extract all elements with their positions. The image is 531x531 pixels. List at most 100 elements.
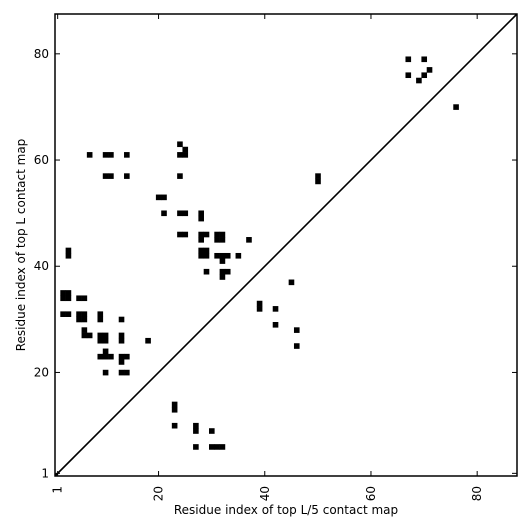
contact-cell	[421, 72, 428, 79]
x-axis-label: Residue index of top L/5 contact map	[174, 503, 398, 517]
contact-cell	[60, 295, 66, 302]
y-axis-ticks: 1 20 40 60 80	[34, 47, 517, 480]
y-tick-label: 1	[41, 466, 49, 480]
contact-cell	[124, 353, 130, 360]
contact-cell	[124, 173, 130, 179]
contact-cell	[182, 210, 189, 217]
contact-cell	[272, 322, 279, 328]
contact-cell	[214, 237, 220, 243]
contact-cell	[453, 104, 459, 110]
contact-cell	[86, 152, 93, 158]
contact-cell	[315, 173, 321, 179]
contact-cell	[108, 152, 114, 158]
contact-cell	[102, 353, 109, 360]
contact-cell	[203, 231, 210, 238]
y-tick-label: 60	[34, 153, 49, 167]
contact-cell	[60, 311, 66, 317]
contact-cell	[76, 316, 82, 323]
contact-cell	[421, 56, 428, 63]
contact-cell	[155, 194, 162, 201]
contact-cell	[124, 152, 130, 158]
contact-cell	[214, 444, 220, 450]
contact-cell	[81, 311, 88, 317]
contact-cell	[177, 210, 183, 217]
contact-cell	[177, 173, 183, 179]
contact-cell	[102, 173, 109, 179]
contact-cell	[288, 279, 295, 286]
contact-cell	[182, 231, 189, 238]
contact-cell	[219, 258, 226, 264]
contact-cell	[272, 306, 279, 312]
diagonal-line	[54, 13, 518, 477]
contact-cell	[102, 152, 109, 158]
contact-cell	[203, 252, 210, 259]
contact-cell	[256, 300, 263, 307]
contact-cell	[97, 337, 104, 344]
contact-cell	[193, 444, 199, 450]
x-tick-label: 20	[152, 486, 166, 501]
contact-cell	[219, 274, 226, 280]
contact-cell	[65, 295, 72, 302]
contact-cell	[293, 343, 300, 349]
contact-cell	[177, 141, 183, 148]
contact-cell	[65, 247, 72, 254]
y-axis-label: Residue index of top L contact map	[14, 139, 28, 352]
contact-cell	[209, 428, 215, 434]
contact-cell	[198, 237, 204, 243]
contact-cell	[81, 327, 88, 333]
contact-cell	[198, 215, 204, 222]
contact-cell	[214, 231, 220, 238]
contact-cell	[198, 210, 204, 217]
contact-cell	[198, 231, 204, 238]
contact-cell	[97, 316, 104, 323]
contact-cell	[416, 77, 422, 84]
contact-cell	[256, 306, 263, 312]
x-tick-label: 80	[470, 486, 484, 501]
contact-cell	[145, 337, 151, 344]
y-tick-label: 40	[34, 259, 49, 273]
contact-cell	[76, 295, 82, 302]
y-tick-label: 20	[34, 365, 49, 379]
contact-cell	[76, 311, 82, 317]
contact-cell	[60, 290, 66, 296]
contact-cell	[161, 210, 167, 217]
contact-cell	[246, 237, 252, 243]
contact-cell	[65, 290, 72, 296]
contact-cell	[124, 369, 130, 376]
x-tick-label: 1	[51, 486, 65, 494]
contact-cell	[224, 268, 231, 275]
contact-cell	[108, 173, 114, 179]
contact-cell	[171, 422, 178, 429]
contact-cell	[209, 444, 215, 450]
contact-cell	[65, 311, 72, 317]
contact-cell	[102, 348, 109, 355]
contact-cell	[405, 72, 412, 79]
contact-cell	[118, 369, 125, 376]
contact-cell	[81, 332, 88, 339]
contact-cell	[198, 247, 204, 254]
contact-cell	[224, 252, 231, 259]
contact-cells	[60, 56, 459, 450]
contact-cell	[182, 146, 189, 153]
contact-cell	[219, 237, 226, 243]
contact-cell	[102, 332, 109, 339]
contact-cell	[108, 353, 114, 360]
x-tick-label: 60	[364, 486, 378, 501]
contact-cell	[177, 231, 183, 238]
contact-cell	[198, 252, 204, 259]
y-tick-label: 80	[34, 47, 49, 61]
contact-cell	[161, 194, 167, 201]
contact-cell	[203, 247, 210, 254]
contact-cell	[193, 422, 199, 429]
contact-cell	[97, 332, 104, 339]
contact-cell	[118, 353, 125, 360]
contact-cell	[118, 316, 125, 323]
contact-cell	[81, 316, 88, 323]
contact-cell	[118, 337, 125, 344]
contact-cell	[182, 152, 189, 158]
contact-cell	[426, 67, 433, 73]
contact-cell	[171, 406, 178, 413]
contact-cell	[177, 152, 183, 158]
contact-cell	[235, 252, 242, 259]
